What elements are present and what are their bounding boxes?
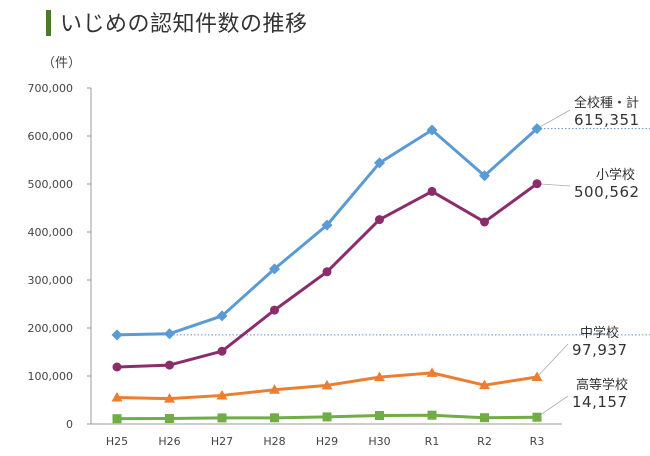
y-tick-label: 200,000 [28, 322, 74, 335]
leader-line-high-school [536, 395, 569, 418]
data-point-marker [270, 413, 279, 423]
data-point-marker [375, 215, 384, 225]
series-line-0 [115, 127, 539, 337]
y-tick-label: 600,000 [28, 130, 74, 143]
page-title: いじめの認知件数の推移 [60, 12, 308, 37]
data-point-marker [112, 414, 122, 424]
data-point-marker [217, 413, 227, 423]
data-point-marker [321, 219, 333, 231]
data-point-marker [427, 186, 437, 196]
leader-line-total [536, 109, 571, 129]
data-point-marker [111, 329, 123, 341]
series-name-high-school: 高等学校 [576, 378, 629, 393]
data-point-marker [216, 310, 228, 322]
y-tick-label: 500,000 [28, 178, 74, 191]
x-tick-label: R1 [425, 435, 440, 448]
data-point-marker [164, 328, 175, 340]
data-point-marker [426, 124, 438, 136]
series-name-junior-high: 中学校 [580, 326, 620, 341]
series-end-label-elementary: 小学校 500,562 [574, 164, 640, 201]
data-point-marker [532, 412, 542, 422]
data-point-marker [164, 393, 175, 403]
series-end-label-total: 全校種・計 615,351 [574, 92, 640, 129]
series-final-value-total: 615,351 [574, 111, 640, 129]
data-point-marker [269, 384, 280, 394]
data-point-marker [532, 179, 542, 189]
series-name-elementary: 小学校 [596, 168, 636, 183]
series-final-value-junior-high: 97,937 [572, 341, 628, 359]
data-point-marker [165, 360, 174, 370]
data-point-marker [479, 170, 490, 182]
series-end-label-high-school: 高等学校 14,157 [572, 374, 628, 411]
x-tick-label: H30 [368, 435, 390, 448]
y-axis-unit-label: （件） [42, 56, 82, 71]
y-tick-label: 700,000 [28, 82, 74, 95]
data-point-marker [112, 362, 122, 372]
y-tick-label: 300,000 [28, 274, 74, 287]
data-point-marker [531, 371, 543, 381]
series-end-label-junior-high: 中学校 97,937 [572, 322, 628, 359]
series-final-value-elementary: 500,562 [574, 183, 640, 201]
data-point-marker [321, 379, 333, 390]
x-tick-label: H27 [211, 435, 233, 448]
data-point-marker [322, 412, 332, 422]
data-point-marker [427, 410, 437, 420]
data-point-marker [270, 305, 279, 315]
y-tick-label: 400,000 [28, 226, 74, 239]
x-tick-label: H26 [158, 435, 180, 448]
x-tick-label: H25 [106, 435, 128, 448]
data-point-marker [374, 371, 385, 382]
series-name-total: 全校種・計 [574, 96, 640, 111]
data-point-marker [375, 410, 384, 420]
data-point-marker [374, 157, 385, 169]
x-tick-label: R3 [530, 435, 545, 448]
leader-line-elementary [536, 183, 571, 187]
x-tick-label: H29 [316, 435, 338, 448]
y-tick-label: 0 [66, 418, 73, 431]
data-point-marker [165, 414, 174, 424]
series-final-value-high-school: 14,157 [572, 393, 628, 411]
y-tick-label: 100,000 [28, 370, 74, 383]
x-tick-label: R2 [477, 435, 492, 448]
data-point-marker [480, 217, 489, 227]
data-point-marker [479, 379, 490, 390]
title-accent-bar [46, 10, 51, 36]
data-point-marker [531, 123, 543, 135]
data-point-marker [217, 346, 227, 356]
data-point-marker [216, 389, 228, 400]
data-point-marker [322, 267, 332, 277]
data-point-marker [480, 413, 489, 423]
data-point-marker [426, 367, 438, 377]
x-tick-label: H28 [263, 435, 285, 448]
data-point-marker [111, 391, 123, 402]
leader-line-junior-high [536, 343, 569, 378]
data-point-marker [269, 263, 280, 275]
